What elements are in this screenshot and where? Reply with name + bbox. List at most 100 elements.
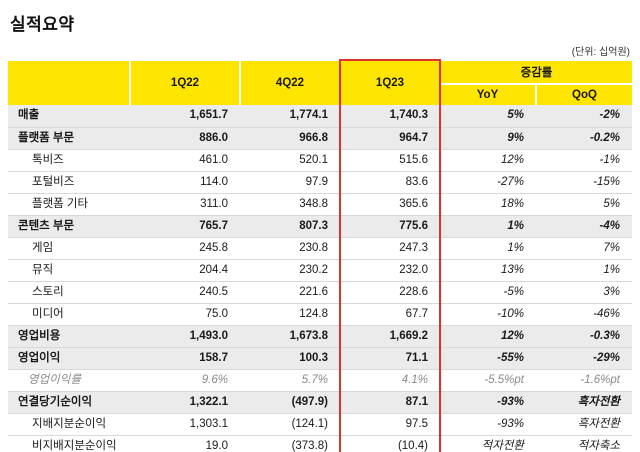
row-label: 영업비용	[8, 325, 130, 348]
value-1q22: 461.0	[130, 149, 240, 172]
col-header-4q22: 4Q22	[239, 61, 340, 105]
value-1q23: 4.1%	[340, 369, 440, 392]
value-qoq: 5%	[536, 193, 632, 216]
value-yoy: -10%	[440, 303, 536, 326]
value-1q23: 247.3	[340, 237, 440, 260]
value-1q23: (10.4)	[340, 435, 440, 452]
value-yoy: 적자전환	[440, 435, 536, 452]
value-4q22: 966.8	[240, 127, 340, 150]
value-4q22: 348.8	[240, 193, 340, 216]
value-qoq: 1%	[536, 259, 632, 282]
value-1q22: 1,493.0	[130, 325, 240, 348]
value-yoy: 13%	[440, 259, 536, 282]
value-qoq: 7%	[536, 237, 632, 260]
value-4q22: 124.8	[240, 303, 340, 326]
value-yoy: -93%	[440, 413, 536, 436]
value-yoy: 1%	[440, 215, 536, 238]
table-row: 포털비즈 114.0 97.9 83.6 -27% -15%	[8, 171, 632, 194]
value-1q23: 515.6	[340, 149, 440, 172]
value-yoy: -27%	[440, 171, 536, 194]
row-label: 영업이익률	[8, 369, 130, 392]
value-1q23: 232.0	[340, 259, 440, 282]
value-1q22: 240.5	[130, 281, 240, 304]
value-qoq: 3%	[536, 281, 632, 304]
value-4q22: 520.1	[240, 149, 340, 172]
row-label: 플랫폼 부문	[8, 127, 130, 150]
value-1q23: 1,740.3	[340, 105, 440, 128]
value-4q22: (373.8)	[240, 435, 340, 452]
summary-table: 1Q22 4Q22 1Q23 증감률 YoY QoQ 매출 1,651.7 1,77…	[8, 61, 632, 452]
value-1q23: 87.1	[340, 391, 440, 414]
row-label: 비지배지분순이익	[8, 435, 130, 452]
value-1q23: 775.6	[340, 215, 440, 238]
row-label: 콘텐츠 부문	[8, 215, 130, 238]
value-1q22: 158.7	[130, 347, 240, 370]
value-1q22: 1,322.1	[130, 391, 240, 414]
value-1q23: 365.6	[340, 193, 440, 216]
row-label: 게임	[8, 237, 130, 260]
value-4q22: (124.1)	[240, 413, 340, 436]
value-yoy: -55%	[440, 347, 536, 370]
table-row: 게임 245.8 230.8 247.3 1% 7%	[8, 237, 632, 260]
value-1q23: 228.6	[340, 281, 440, 304]
table-row: 영업이익 158.7 100.3 71.1 -55% -29%	[8, 347, 632, 370]
value-yoy: -5%	[440, 281, 536, 304]
table-row: 스토리 240.5 221.6 228.6 -5% 3%	[8, 281, 632, 304]
table-row: 비지배지분순이익 19.0 (373.8) (10.4) 적자전환 적자축소	[8, 435, 632, 452]
row-label: 영업이익	[8, 347, 130, 370]
value-1q23: 83.6	[340, 171, 440, 194]
value-4q22: 100.3	[240, 347, 340, 370]
corner-header-cell	[8, 61, 130, 105]
row-label: 연결당기순이익	[8, 391, 130, 414]
value-qoq: -29%	[536, 347, 632, 370]
col-header-1q23: 1Q23	[339, 61, 440, 105]
unit-note: (단위: 십억원)	[571, 47, 630, 58]
value-qoq: -4%	[536, 215, 632, 238]
value-1q22: 311.0	[130, 193, 240, 216]
value-1q23: 964.7	[340, 127, 440, 150]
col-header-1q22: 1Q22	[129, 61, 240, 105]
table-header: 1Q22 4Q22 1Q23 증감률 YoY QoQ	[8, 61, 632, 105]
table-row: 영업이익률 9.6% 5.7% 4.1% -5.5%pt -1.6%pt	[8, 369, 632, 392]
page-title: 실적요약	[10, 15, 75, 34]
value-1q22: 886.0	[130, 127, 240, 150]
row-label: 뮤직	[8, 259, 130, 282]
value-1q22: 1,651.7	[130, 105, 240, 128]
value-1q23: 67.7	[340, 303, 440, 326]
value-1q22: 114.0	[130, 171, 240, 194]
table-row: 매출 1,651.7 1,774.1 1,740.3 5% -2%	[8, 105, 632, 128]
col-header-change-rate: 증감률	[439, 61, 632, 85]
summary-table-wrap: 1Q22 4Q22 1Q23 증감률 YoY QoQ 매출 1,651.7 1,77…	[8, 59, 632, 452]
value-4q22: (497.9)	[240, 391, 340, 414]
value-qoq: -0.3%	[536, 325, 632, 348]
value-yoy: 12%	[440, 149, 536, 172]
table-body: 매출 1,651.7 1,774.1 1,740.3 5% -2% 플랫폼 부문 886.0 9…	[8, 105, 632, 452]
value-qoq: -0.2%	[536, 127, 632, 150]
table-row: 뮤직 204.4 230.2 232.0 13% 1%	[8, 259, 632, 282]
value-qoq: 흑자전환	[536, 413, 632, 436]
table-row: 플랫폼 부문 886.0 966.8 964.7 9% -0.2%	[8, 127, 632, 150]
value-yoy: 9%	[440, 127, 536, 150]
value-qoq: -15%	[536, 171, 632, 194]
value-1q22: 204.4	[130, 259, 240, 282]
value-yoy: -93%	[440, 391, 536, 414]
value-yoy: 5%	[440, 105, 536, 128]
value-qoq: 흑자전환	[536, 391, 632, 414]
value-yoy: 1%	[440, 237, 536, 260]
row-label: 스토리	[8, 281, 130, 304]
table-row: 지배지분순이익 1,303.1 (124.1) 97.5 -93% 흑자전환	[8, 413, 632, 436]
value-4q22: 230.8	[240, 237, 340, 260]
value-4q22: 807.3	[240, 215, 340, 238]
value-1q23: 97.5	[340, 413, 440, 436]
value-qoq: -1.6%pt	[536, 369, 632, 392]
value-4q22: 221.6	[240, 281, 340, 304]
table-row: 미디어 75.0 124.8 67.7 -10% -46%	[8, 303, 632, 326]
value-1q22: 9.6%	[130, 369, 240, 392]
value-1q23: 1,669.2	[340, 325, 440, 348]
row-label: 플랫폼 기타	[8, 193, 130, 216]
row-label: 톡비즈	[8, 149, 130, 172]
value-yoy: -5.5%pt	[440, 369, 536, 392]
col-header-qoq: QoQ	[535, 84, 632, 105]
value-4q22: 97.9	[240, 171, 340, 194]
